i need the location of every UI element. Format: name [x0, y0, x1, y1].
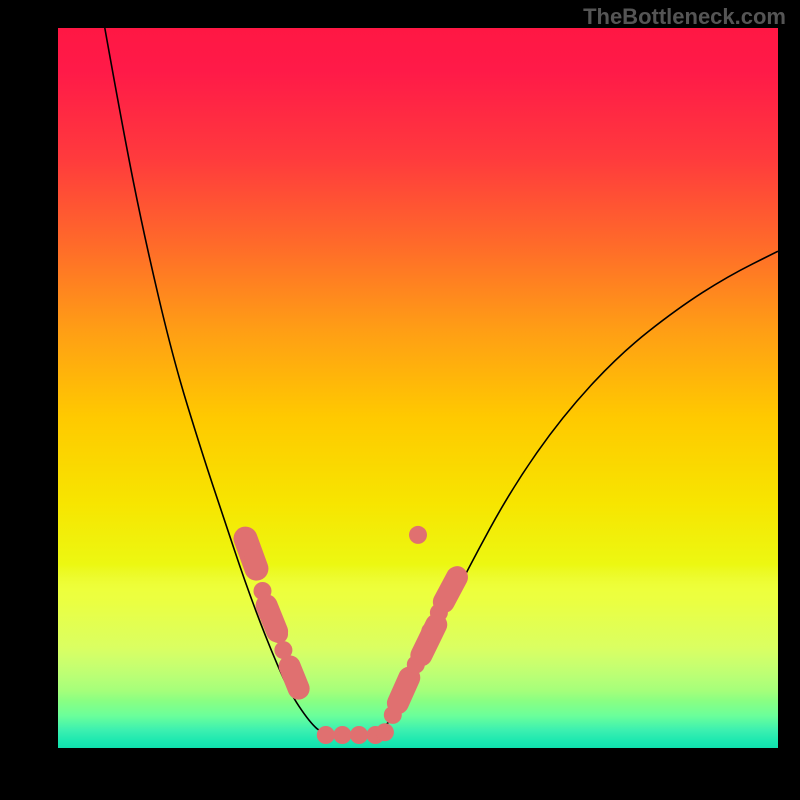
watermark-text: TheBottleneck.com	[583, 4, 786, 30]
data-marker	[333, 726, 351, 744]
data-marker	[274, 641, 292, 659]
data-marker	[270, 625, 288, 643]
data-marker	[392, 689, 410, 707]
data-marker	[421, 622, 439, 640]
data-marker	[449, 566, 467, 584]
data-marker	[430, 604, 448, 622]
data-marker	[284, 664, 302, 682]
data-marker	[290, 680, 308, 698]
chart-stage: TheBottleneck.com	[0, 0, 800, 800]
data-marker	[414, 640, 432, 658]
data-marker	[439, 585, 457, 603]
data-marker	[384, 706, 402, 724]
data-marker	[376, 723, 394, 741]
data-marker	[317, 726, 335, 744]
data-marker	[350, 726, 368, 744]
data-marker	[262, 607, 280, 625]
data-marker	[407, 656, 425, 674]
data-marker	[235, 527, 253, 545]
data-marker	[243, 552, 261, 570]
data-marker	[254, 582, 272, 600]
data-marker	[409, 526, 427, 544]
bottleneck-chart	[0, 0, 800, 800]
data-marker	[399, 673, 417, 691]
